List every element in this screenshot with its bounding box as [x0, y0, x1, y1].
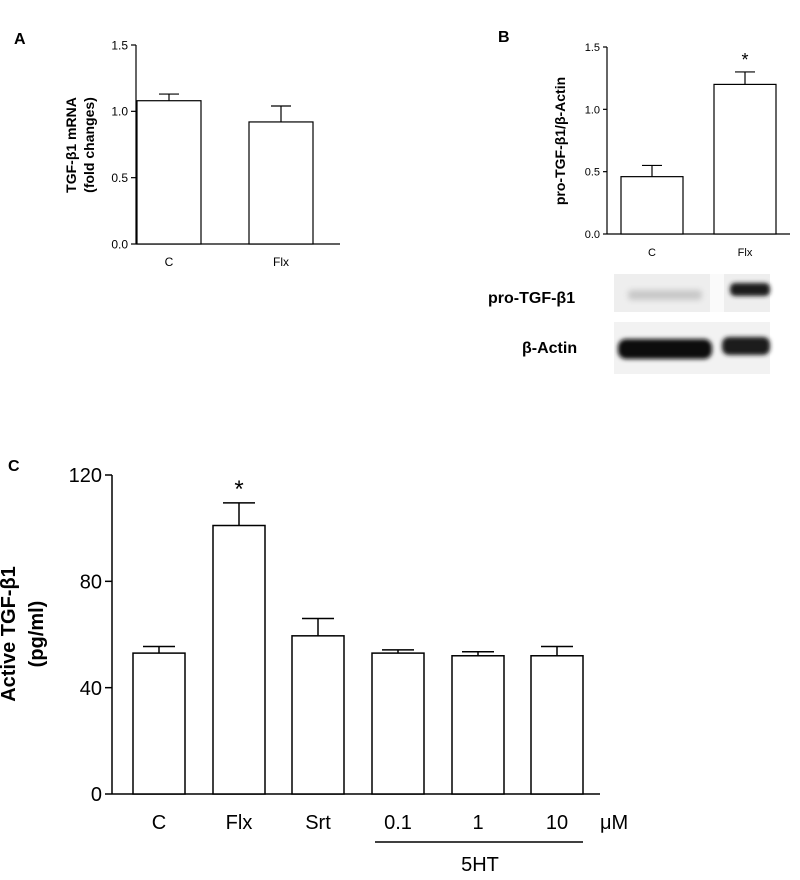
- y-tick-label-c-3: 120: [69, 465, 102, 487]
- y-axis-label-c: Active TGF-β1 (pg/ml): [0, 566, 48, 702]
- y-tick-label-b-1: 0.5: [585, 167, 600, 179]
- blot-band-actin-flx: [722, 337, 770, 355]
- category-label-c-5: 10: [546, 812, 568, 834]
- y-axis-label-b: pro-TGF-β1/β-Actin: [552, 77, 568, 205]
- bar-c-1: [212, 524, 266, 795]
- panel-letter-a: A: [14, 31, 26, 48]
- significance-c-1: *: [234, 476, 243, 503]
- category-label-c-0: C: [152, 812, 166, 834]
- group-label-5ht: 5HT: [461, 854, 499, 876]
- unit-label: μM: [600, 812, 628, 834]
- significance-b-1: *: [741, 50, 748, 70]
- bar-c-5: [530, 655, 584, 795]
- blot-strip-pro-tgf: [614, 274, 770, 312]
- category-label-c-2: Srt: [305, 812, 331, 834]
- category-label-b-1: Flx: [738, 247, 753, 259]
- blot-band-pro-tgf-c: [628, 290, 702, 300]
- panel-letter-c: C: [8, 458, 20, 475]
- category-label-c-1: Flx: [226, 812, 253, 834]
- panel-letter-b: B: [498, 29, 510, 46]
- bar-b-0: [620, 176, 684, 235]
- chart-a: 0.0 0.5 1.0 1.5 C Flx TGF-β1 mRNA (fold changes…: [63, 38, 340, 269]
- y-tick-label-a-1: 0.5: [111, 171, 128, 185]
- category-label-c-4: 1: [472, 812, 483, 834]
- western-blot: pro-TGF-β1 β-Actin: [488, 274, 770, 374]
- y-tick-label-b-2: 1.0: [585, 104, 600, 116]
- blot-band-pro-tgf-flx: [730, 283, 770, 296]
- chart-b: 0.0 0.5 1.0 1.5 C * Flx pro-TGF-β1/β-Actin: [552, 42, 790, 259]
- blot-label-beta-actin: β-Actin: [522, 340, 577, 357]
- y-tick-label-b-0: 0.0: [585, 229, 600, 241]
- blot-strip-beta-actin: [614, 322, 770, 374]
- bar-c-4: [451, 655, 505, 795]
- y-tick-label-c-2: 80: [80, 572, 102, 594]
- y-tick-label-a-0: 0.0: [111, 237, 128, 251]
- y-tick-label-c-0: 0: [91, 784, 102, 806]
- y-tick-label-a-3: 1.5: [111, 38, 128, 52]
- bar-c-0: [132, 652, 186, 795]
- bar-c-3: [371, 652, 425, 795]
- y-tick-label-c-1: 40: [80, 678, 102, 700]
- category-label-b-0: C: [648, 247, 656, 259]
- bar-c-2: [291, 635, 345, 795]
- category-label-c-3: 0.1: [384, 812, 412, 834]
- bar-b-1: [713, 83, 777, 235]
- bar-a-0: [136, 100, 202, 245]
- bar-a-1: [248, 121, 314, 245]
- blot-label-pro-tgf: pro-TGF-β1: [488, 290, 575, 307]
- y-axis-label-a: TGF-β1 mRNA (fold changes): [63, 97, 97, 193]
- y-tick-label-a-2: 1.0: [111, 105, 128, 119]
- chart-c: 0 40 80 120 C * Flx Srt 0.1 1 10 Active TGF-β1 (pg/m…: [0, 465, 600, 834]
- blot-band-actin-c: [618, 339, 712, 359]
- category-label-a-1: Flx: [273, 255, 289, 269]
- y-tick-label-b-3: 1.5: [585, 42, 600, 54]
- category-label-a-0: C: [165, 255, 174, 269]
